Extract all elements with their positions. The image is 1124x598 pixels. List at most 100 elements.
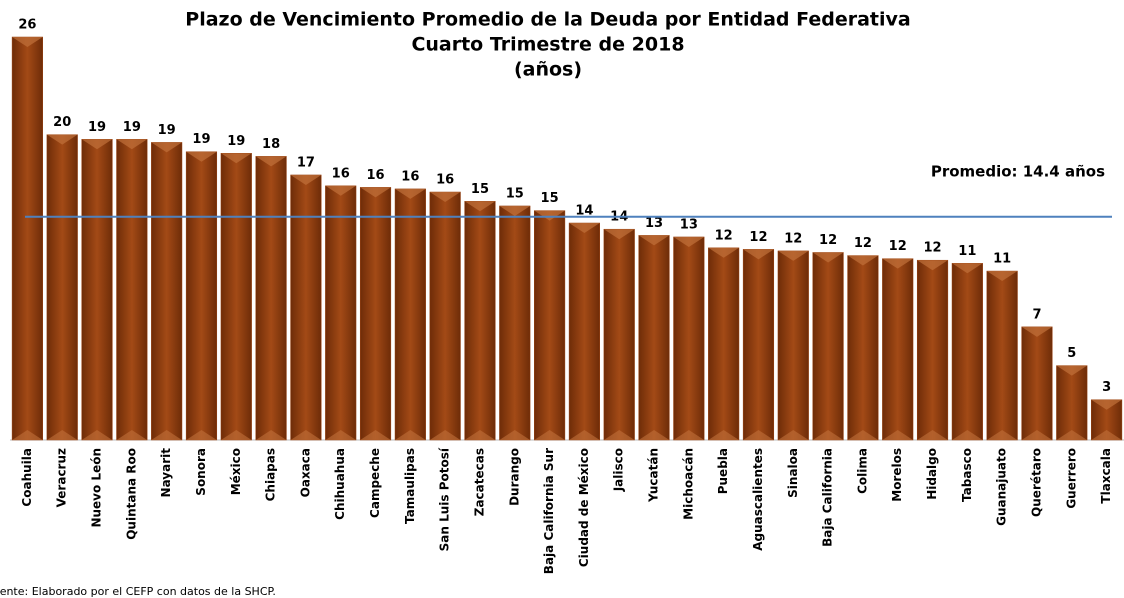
value-label: 11 [958, 244, 976, 259]
bar-bevel [708, 430, 739, 440]
bar [777, 250, 809, 441]
bar-bevel [464, 430, 496, 440]
x-tick-label: Tlaxcala [1099, 448, 1113, 504]
average-label: Promedio: 14.4 años [931, 162, 1105, 180]
bar [464, 201, 496, 441]
x-tick-label: Michoacán [681, 448, 695, 520]
bar-bevel [638, 235, 670, 246]
bar-bevel [395, 430, 426, 440]
value-label: 20 [53, 115, 71, 130]
chart-subtitle: Cuarto Trimestre de 2018 [411, 34, 684, 56]
bar-bevel [429, 430, 461, 440]
bar-bevel [81, 430, 113, 440]
bar-bevel [499, 430, 531, 440]
bar-bevel [812, 430, 844, 440]
bar-bevel [603, 430, 635, 440]
bar-bevel [116, 430, 148, 440]
bar-bevel [12, 430, 43, 440]
bar-bevel [1056, 365, 1088, 376]
bar-bevel [743, 249, 774, 260]
x-tick-label: San Luis Potosí [438, 447, 452, 551]
value-label: 11 [993, 252, 1011, 267]
value-label: 12 [715, 228, 733, 243]
bar [673, 236, 705, 441]
chart-title: Plazo de Vencimiento Promedio de la Deud… [185, 9, 910, 31]
value-label: 17 [297, 155, 315, 170]
bar-bevel [290, 430, 322, 440]
bar [951, 263, 983, 441]
value-label: 7 [1032, 307, 1041, 322]
bar-bevel [186, 430, 217, 440]
value-label: 15 [471, 182, 489, 197]
value-label: 16 [401, 169, 419, 184]
bar-bevel [812, 252, 844, 263]
bar [46, 134, 78, 441]
value-label: 12 [819, 233, 837, 248]
x-tick-label: Querétaro [1029, 448, 1043, 517]
x-tick-label: Jalisco [612, 448, 626, 492]
bar-bevel [986, 430, 1018, 440]
bar-bevel [255, 156, 287, 167]
x-tick-label: Zacatecas [472, 448, 486, 516]
chart-unit: (años) [514, 59, 582, 81]
value-label: 14 [575, 204, 593, 219]
bar-bevel [952, 430, 983, 440]
x-tick-label: Guerrero [1064, 448, 1078, 509]
bar-bevel [708, 247, 739, 258]
bar [568, 222, 600, 441]
value-label: 19 [227, 134, 245, 149]
bar [185, 151, 218, 441]
bar [882, 258, 914, 441]
bar-bevel [603, 229, 635, 240]
bar-bevel [360, 187, 391, 198]
bar [220, 153, 252, 441]
bar [986, 270, 1018, 441]
bar [916, 259, 949, 441]
x-tick-label: Sonora [194, 448, 208, 496]
bar-bevel [151, 430, 182, 440]
bar-bevel [464, 201, 496, 212]
bar [847, 255, 879, 441]
x-tick-label: Chiapas [264, 448, 278, 501]
bar [116, 139, 148, 441]
x-tick-label: Hidalgo [925, 448, 939, 500]
value-label: 12 [784, 231, 802, 246]
bar-bevel [1021, 430, 1053, 440]
bar [638, 235, 670, 441]
x-tick-label: México [229, 448, 243, 495]
value-label: 15 [506, 186, 524, 201]
bar-bevel [743, 430, 774, 440]
bar-bevel [220, 430, 252, 440]
bar [359, 187, 392, 441]
bar-bevel [1091, 399, 1122, 410]
value-label: 16 [366, 168, 384, 183]
x-tick-label: Veracruz [55, 448, 69, 507]
value-label: 3 [1102, 380, 1111, 395]
bar [290, 174, 322, 441]
value-label: 12 [923, 241, 941, 256]
bar [534, 210, 566, 441]
bar-bevel [1091, 430, 1122, 440]
x-tick-label: Oaxaca [298, 448, 312, 497]
bar-bevel [777, 430, 809, 440]
bar-bevel [151, 142, 182, 153]
bar [151, 142, 183, 441]
bar-bevel [325, 185, 357, 196]
bar-bevel [534, 430, 565, 440]
bar-bevel [186, 151, 217, 162]
bar-bevel [220, 153, 252, 164]
x-tick-label: Morelos [890, 448, 904, 502]
value-label: 26 [18, 18, 36, 33]
bar-bevel [569, 430, 600, 440]
value-label: 15 [541, 191, 559, 206]
value-label: 19 [158, 123, 176, 138]
bar [255, 156, 287, 441]
x-tick-label: Tabasco [960, 448, 974, 502]
bar-bevel [1021, 326, 1053, 337]
bar [812, 252, 844, 441]
bar-bevel [917, 430, 948, 440]
bar-bevel [46, 430, 78, 440]
bar-bevel [882, 258, 914, 269]
x-tick-label: Campeche [368, 448, 382, 518]
